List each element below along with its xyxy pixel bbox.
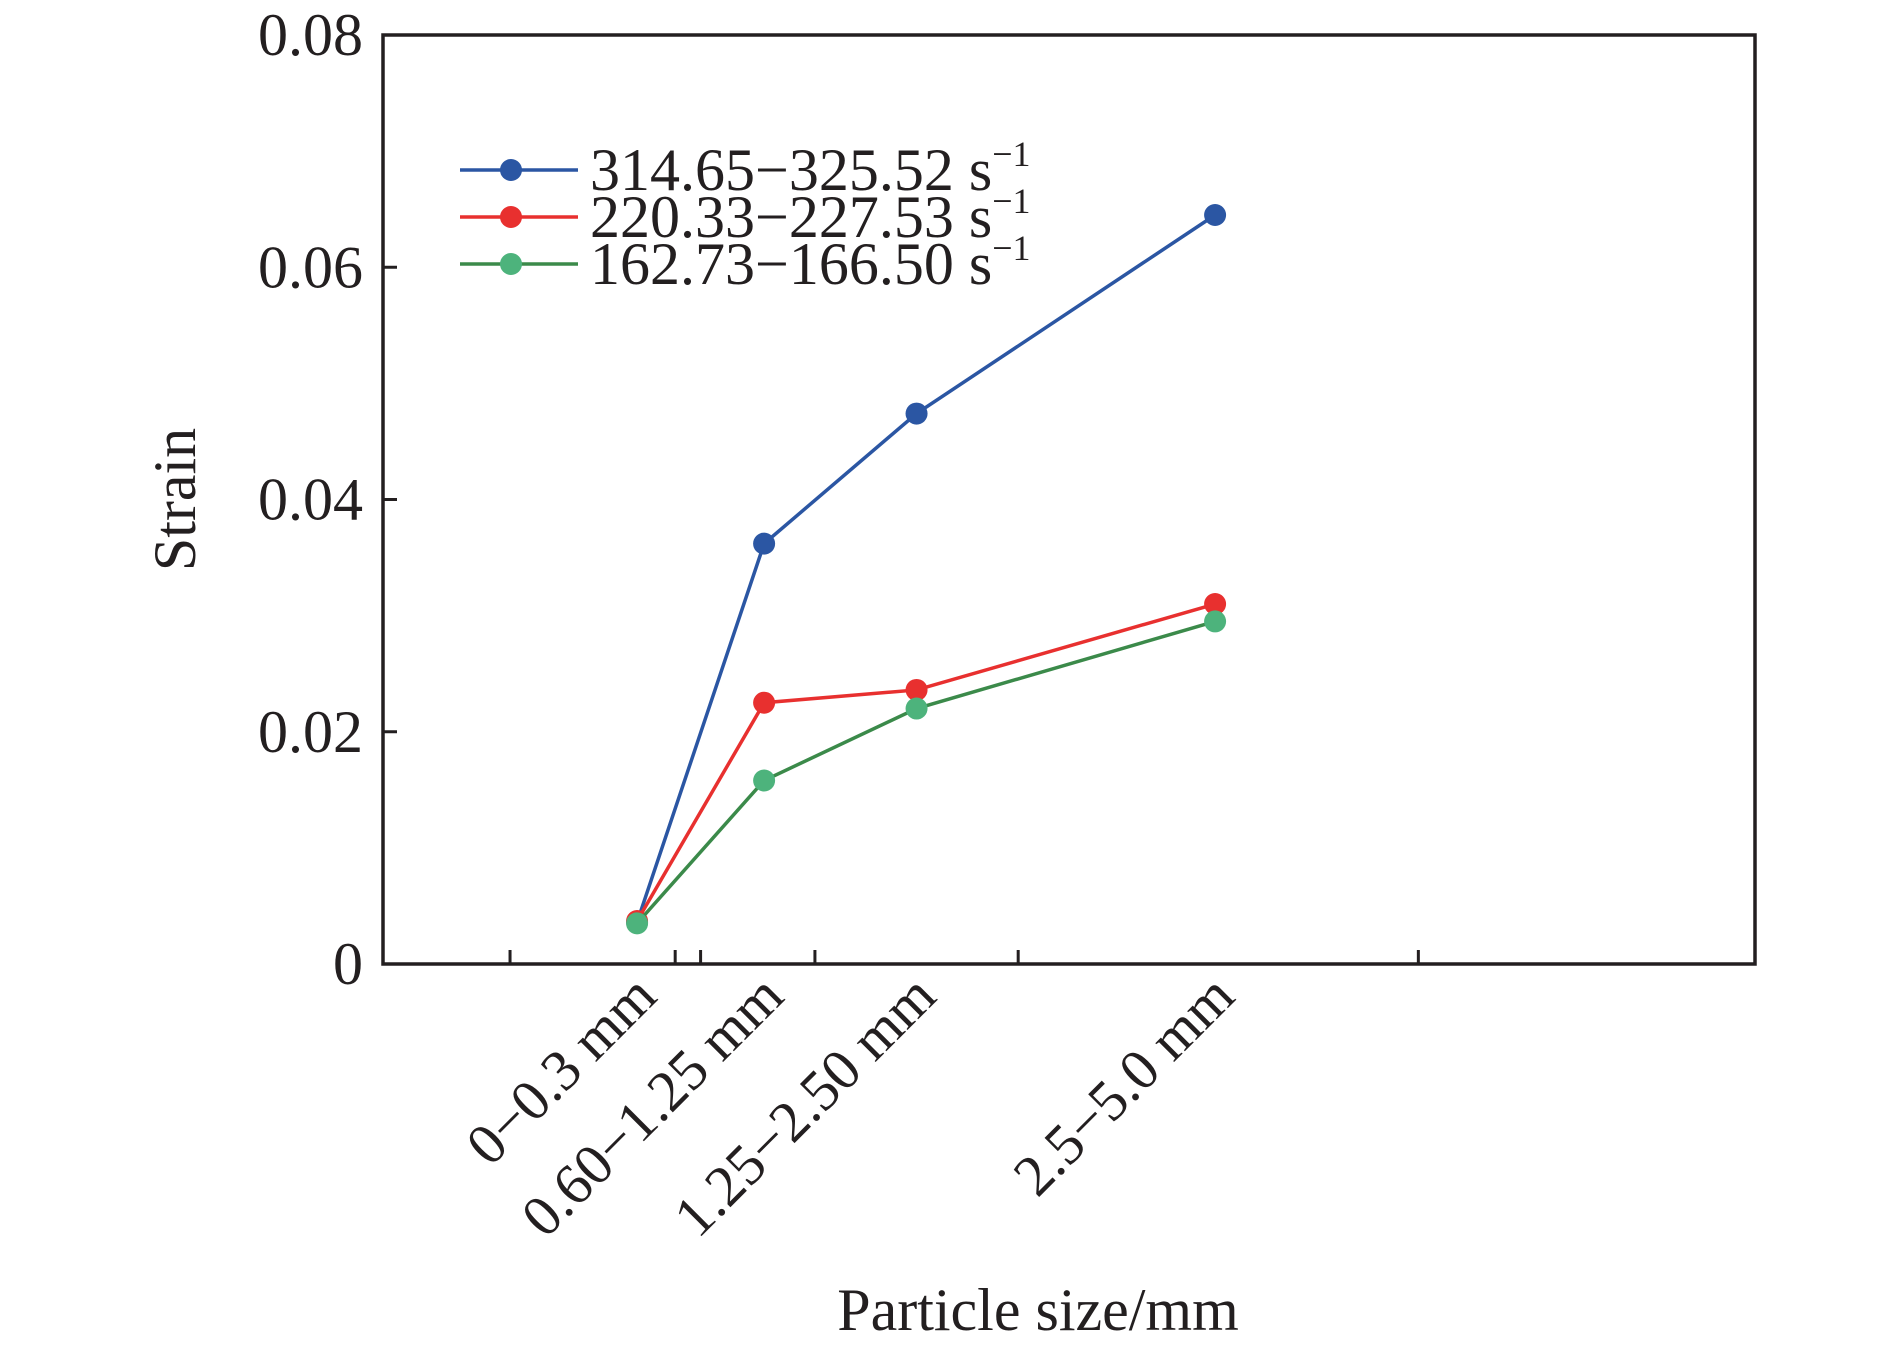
plot-frame	[381, 33, 1757, 966]
y-tick-label: 0.02	[258, 699, 363, 765]
data-point	[1204, 593, 1227, 616]
data-point	[1204, 610, 1227, 633]
data-point	[753, 691, 776, 714]
data-point	[626, 912, 649, 935]
x-category-label: 2.5−5.0 mm	[1001, 962, 1247, 1208]
series-layer	[626, 203, 1227, 935]
series-line	[635, 602, 1216, 922]
data-point	[753, 532, 776, 555]
y-tick-label: 0.06	[258, 234, 363, 300]
series-line	[635, 213, 1217, 923]
data-point	[905, 697, 928, 720]
data-point	[753, 769, 776, 792]
x-category-label: 1.25−2.50 mm	[661, 962, 948, 1249]
data-point	[1204, 203, 1227, 226]
data-point	[905, 678, 928, 701]
x-axis-title: Particle size/mm	[837, 1277, 1239, 1343]
legend-label: 220.33−227.53 s−1	[590, 181, 1031, 250]
legend-marker	[500, 253, 522, 275]
y-axis-title: Strain	[142, 428, 208, 571]
legend-marker	[500, 206, 522, 228]
legend-marker	[500, 159, 522, 181]
legend-label: 314.65−325.52 s−1	[590, 134, 1031, 203]
series-line	[635, 619, 1216, 925]
legend-label: 162.73−166.50 s−1	[590, 228, 1031, 297]
y-tick-label: 0.04	[258, 467, 363, 533]
data-point	[905, 402, 928, 425]
y-tick-label: 0.08	[258, 2, 363, 68]
y-tick-label: 0	[333, 931, 363, 997]
plot-area	[381, 33, 1757, 966]
